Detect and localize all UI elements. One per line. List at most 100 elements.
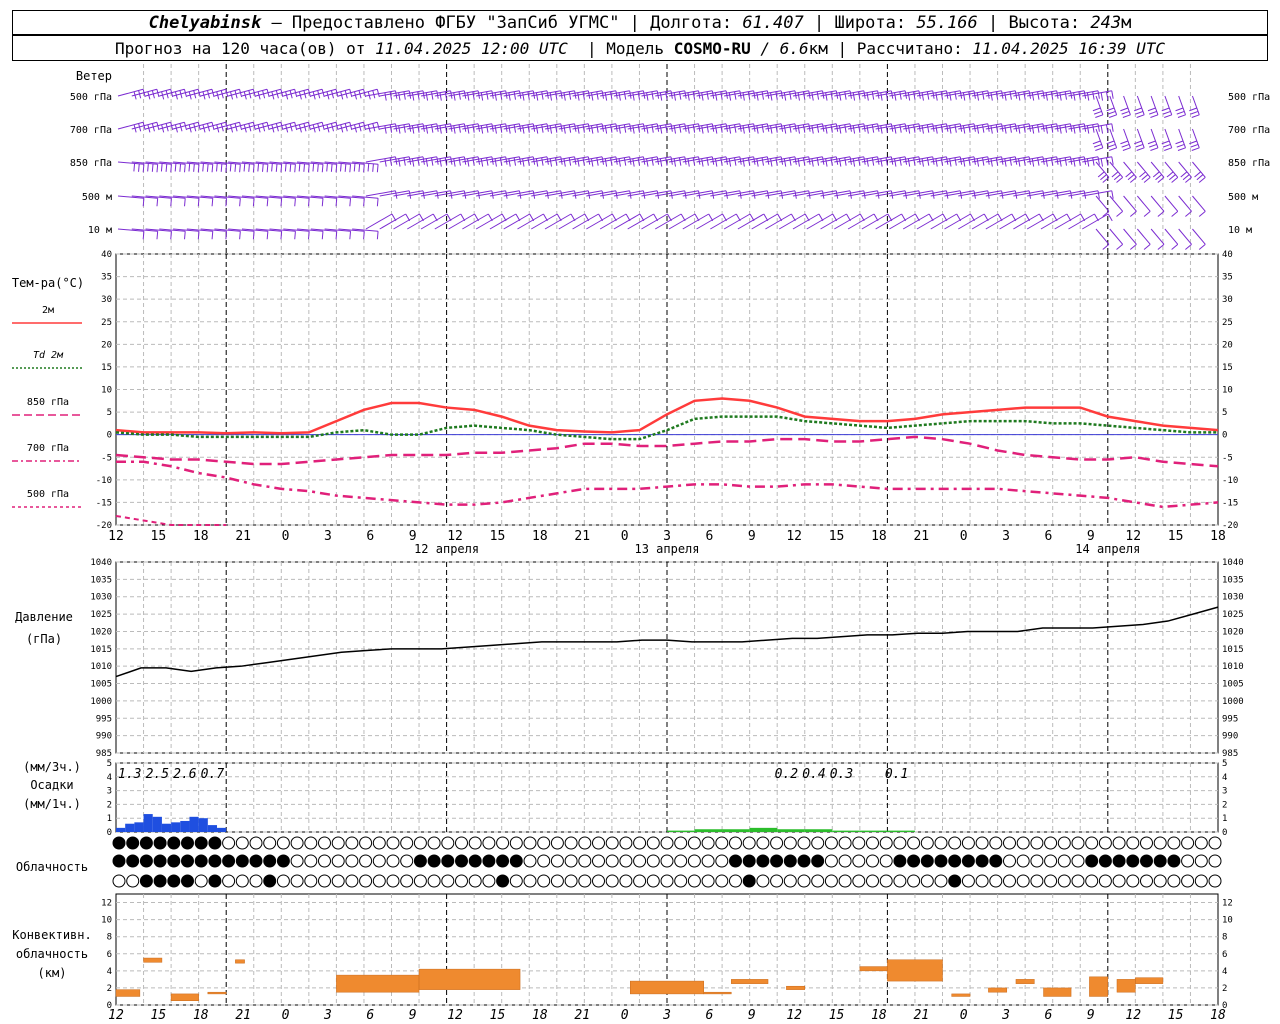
wind-barb-flag [535, 92, 539, 101]
wind-barb-flag [968, 91, 971, 100]
cloud-symbol [1208, 836, 1222, 850]
wind-barb [200, 88, 226, 97]
wind-barb-flag [494, 92, 497, 101]
wind-barb-flag [431, 157, 434, 166]
wind-barb-flag [1045, 125, 1048, 134]
cloud-symbol [838, 874, 852, 888]
convective-bar [703, 991, 732, 995]
wind-barb-flag [756, 125, 759, 134]
wind-barb-flag [615, 123, 618, 132]
wind-barb-flag [646, 92, 649, 101]
convective-bar [1135, 977, 1164, 984]
wind-barb-flag [808, 156, 811, 165]
cloud-symbol [550, 874, 564, 888]
convective-bar [1015, 979, 1035, 984]
wind-barb-flag [376, 198, 379, 207]
wind-barb-flag [637, 91, 641, 100]
wind-barb-flag [684, 123, 687, 132]
wind-barb [765, 190, 796, 197]
precip-bar-1h [217, 827, 227, 832]
wind-barb-flag [780, 156, 784, 165]
hour-label: 3 [662, 1008, 671, 1023]
wind-barb [228, 195, 255, 199]
cloud-symbol [564, 874, 578, 888]
wind-barb-flag [1107, 143, 1116, 148]
wind-barb-flag [728, 158, 732, 167]
wind-barb-flag [1116, 243, 1123, 250]
cloud-symbol [756, 836, 770, 850]
cloud-symbol [989, 874, 1003, 888]
cloud-symbol [893, 874, 907, 888]
wind-barb [172, 88, 199, 97]
wind-barb-flag [532, 190, 536, 199]
wind-barb-flag [422, 90, 425, 99]
precip-total: 0.3 [830, 767, 853, 782]
wind-barb-flag [830, 124, 833, 133]
wind-barb-flag [527, 91, 530, 100]
wind-barb [903, 123, 933, 130]
wind-barb [682, 123, 713, 130]
wind-barb [448, 213, 475, 230]
hour-label: 6 [366, 1008, 374, 1023]
wind-barb-flag [904, 123, 908, 132]
wind-barb [613, 123, 644, 130]
wind-barb [572, 123, 603, 130]
wind-barb-flag [844, 124, 847, 133]
wind-barb [627, 190, 658, 197]
wind-barb-flag [651, 124, 654, 133]
cloud-symbol [866, 874, 879, 888]
wind-barb [1164, 161, 1179, 178]
wind-barb-flag [728, 125, 732, 134]
cloud-symbol [852, 854, 866, 868]
cloud-symbol [1098, 854, 1112, 868]
wind-barb-flag [1014, 123, 1018, 132]
wind-barb [420, 213, 448, 230]
wind-barb [531, 213, 558, 230]
wind-barb-flag [1177, 147, 1186, 151]
wind-barb-flag [358, 163, 361, 172]
precip-bar-1h [198, 818, 208, 832]
wind-barb-flag [532, 156, 536, 165]
wind-barb [710, 190, 740, 197]
cloud-symbol [550, 836, 564, 850]
wind-barb-flag [450, 90, 453, 99]
wind-barb-flag [940, 91, 944, 100]
wind-barb-flag [659, 158, 663, 167]
wind-barb-flag [376, 89, 380, 98]
wind-barb-flag [1100, 125, 1104, 134]
wind-barb [903, 156, 933, 163]
model-label: | Модель [587, 38, 665, 58]
wind-barb-flag [1161, 107, 1170, 112]
wind-barb-flag [1045, 92, 1048, 101]
cloud-symbol [537, 874, 551, 888]
wind-level-label-left: 500 м [82, 192, 112, 203]
cloud-symbol [304, 836, 318, 850]
cloud-symbol [783, 836, 797, 850]
wind-barb-flag [372, 163, 374, 172]
wind-barb-flag [808, 190, 811, 199]
wind-barb [1068, 156, 1099, 163]
cloud-symbol [413, 854, 427, 868]
temperature-legend: 2м Td 2м 850 гПа 700 гПа 500 гПа [12, 305, 82, 508]
cloud-symbol [249, 836, 263, 850]
wind-barb-flag [1102, 210, 1110, 217]
cloud-symbol [646, 874, 660, 888]
wind-barb-flag [436, 90, 439, 99]
convective-panel: Конвективн. облачность (км) 12 12 10 10 8 8 6 6… [12, 893, 1233, 1023]
wind-barb-flag [1155, 174, 1162, 181]
wind-barb [200, 121, 226, 130]
wind-barb-flag [921, 92, 924, 101]
wind-barb-flag [885, 91, 888, 100]
wind-barb-flag [770, 158, 773, 167]
wind-barb-flag [880, 158, 883, 167]
cloud-symbol [263, 836, 277, 850]
wind-barb-flag [284, 163, 287, 172]
wind-barb-flag [1078, 91, 1081, 100]
wind-barb [792, 156, 823, 163]
cloud-symbol [1194, 836, 1208, 850]
wind-barb-flag [890, 123, 894, 132]
wind-barb-flag [317, 163, 319, 172]
convective-bar [630, 980, 704, 995]
wind-barb-flag [1001, 190, 1004, 199]
wind-barb-flag [463, 123, 467, 132]
